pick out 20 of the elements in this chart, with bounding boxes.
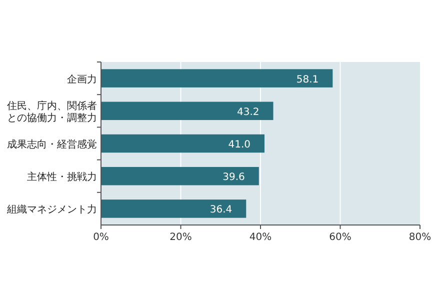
y-tick-label: 組織マネジメント力	[6, 204, 97, 216]
bar	[101, 134, 264, 153]
x-tick-label: 80%	[408, 232, 432, 243]
data-label: 41.0	[228, 140, 250, 150]
data-label: 58.1	[296, 74, 319, 86]
bar	[101, 102, 274, 120]
y-tick-label: 主体性・挑戦力	[27, 171, 97, 184]
y-tick-label: 企画力	[67, 73, 97, 86]
data-label: 43.2	[236, 106, 260, 118]
bar	[101, 69, 333, 88]
y-tick-label: 住民、庁内、関係者との協働力・調整力	[7, 100, 97, 124]
bar	[101, 166, 259, 186]
x-tick-label: 0%	[93, 232, 109, 243]
x-tick-label: 60%	[329, 232, 352, 243]
data-label: 36.4	[210, 204, 232, 216]
x-tick-label: 20%	[170, 232, 192, 243]
x-tick-label: 40%	[249, 232, 272, 243]
data-label: 39.6	[222, 172, 245, 184]
y-tick-label: 成果志向・経営感覚	[7, 138, 97, 150]
bar	[101, 200, 246, 218]
